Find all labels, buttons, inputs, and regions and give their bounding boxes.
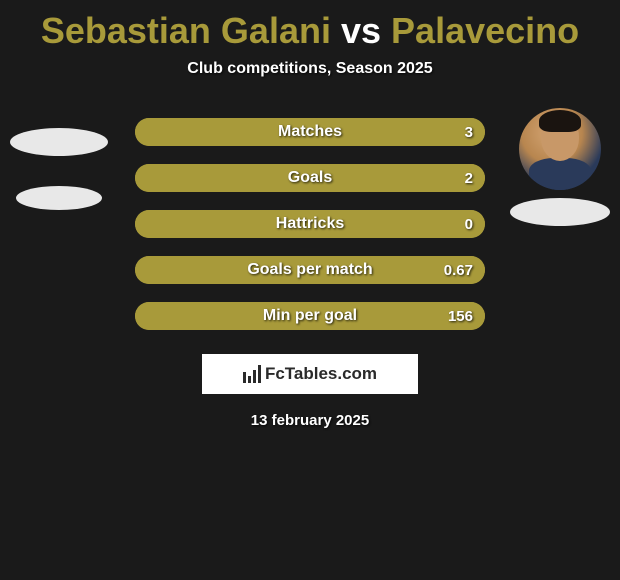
logo-bar — [243, 372, 246, 383]
logo-bar — [248, 376, 251, 383]
stat-bar: Matches 3 — [135, 118, 485, 146]
stats-container: Matches 3 Goals 2 Hattricks 0 Goals per match 0… — [135, 118, 485, 330]
avatar-shirt — [529, 158, 591, 190]
player2-name: Palavecino — [391, 10, 579, 51]
stat-label: Matches — [278, 123, 342, 141]
vs-text: vs — [341, 10, 381, 51]
logo-box[interactable]: FcTables.com — [202, 354, 418, 394]
stat-bar: Goals per match 0.67 — [135, 256, 485, 284]
avatar-hair — [539, 110, 581, 132]
player1-avatar-placeholder — [10, 128, 108, 156]
page-title: Sebastian Galani vs Palavecino — [0, 0, 620, 52]
logo-bar — [253, 370, 256, 383]
stat-value-right: 2 — [465, 170, 473, 187]
stat-label: Hattricks — [276, 215, 344, 233]
stat-value-right: 156 — [448, 308, 473, 325]
stat-value-right: 3 — [465, 124, 473, 141]
subtitle: Club competitions, Season 2025 — [0, 60, 620, 78]
stat-bar: Hattricks 0 — [135, 210, 485, 238]
content-area: Matches 3 Goals 2 Hattricks 0 Goals per match 0… — [0, 118, 620, 330]
stat-label: Goals per match — [247, 261, 372, 279]
player2-badge-placeholder — [510, 198, 610, 226]
player-left-column — [10, 108, 108, 210]
player1-name: Sebastian Galani — [41, 10, 331, 51]
stat-bar: Goals 2 — [135, 164, 485, 192]
stat-label: Goals — [288, 169, 332, 187]
logo-bar — [258, 365, 261, 383]
player2-avatar — [519, 108, 601, 190]
logo-text: FcTables.com — [265, 364, 377, 384]
stat-value-right: 0.67 — [444, 262, 473, 279]
date-text: 13 february 2025 — [0, 412, 620, 429]
chart-icon — [243, 365, 261, 383]
player1-badge-placeholder — [16, 186, 102, 210]
stat-bar: Min per goal 156 — [135, 302, 485, 330]
player-right-column — [510, 108, 610, 226]
stat-label: Min per goal — [263, 307, 357, 325]
stat-value-right: 0 — [465, 216, 473, 233]
